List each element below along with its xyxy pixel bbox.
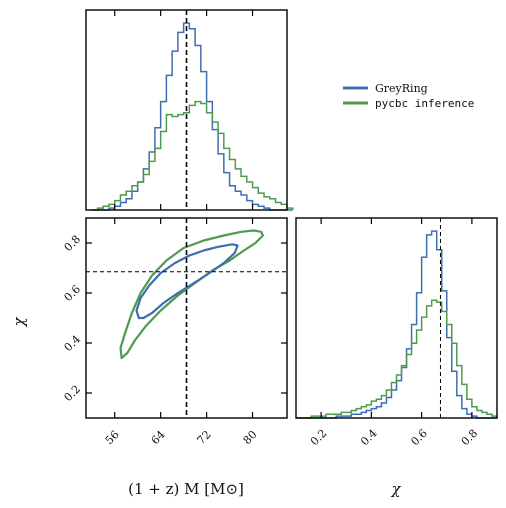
joint-x-tick-labels: 56 64 72 80 xyxy=(103,428,260,447)
chi-axis-label: χ xyxy=(390,480,401,498)
mass-histogram-series xyxy=(91,22,294,211)
mass-histogram-panel xyxy=(85,9,294,211)
mass-axis-label: (1 + z) M [M⊙] xyxy=(128,480,244,498)
joint-contour-panel: 56 64 72 80 0.2 0.4 0.6 0.8 xyxy=(62,217,288,447)
joint-y-tick-label: 0.8 xyxy=(62,233,84,255)
mass-histogram-ticks xyxy=(114,10,254,210)
chi-x-tick-label: 0.6 xyxy=(408,427,430,449)
joint-y-tick-label: 0.4 xyxy=(62,333,84,355)
joint-y-tick-label: 0.2 xyxy=(62,383,84,405)
joint-x-tick-label: 80 xyxy=(241,428,260,447)
chi-histogram-panel: 0.2 0.4 0.6 0.8 xyxy=(295,217,498,449)
joint-contour-greyring xyxy=(135,243,239,320)
mass-histogram-frame xyxy=(85,9,288,211)
joint-y-axis-label: χ xyxy=(10,317,28,328)
joint-contour-series xyxy=(119,229,264,360)
chi-x-tick-label: 0.2 xyxy=(308,427,330,449)
chi-histogram-series-greyring xyxy=(296,230,497,419)
chi-x-tick-label: 0.8 xyxy=(459,427,481,449)
joint-x-tick-label: 56 xyxy=(103,428,122,447)
legend-label-pycbc: pycbc inference xyxy=(375,97,474,110)
mass-histogram-series-pycbc xyxy=(91,100,294,211)
joint-x-tick-label: 72 xyxy=(195,428,214,447)
joint-y-tick-labels: 0.2 0.4 0.6 0.8 xyxy=(62,233,84,405)
joint-x-tick-label: 64 xyxy=(149,428,168,447)
chi-x-tick-label: 0.4 xyxy=(358,427,380,449)
joint-y-tick-label: 0.6 xyxy=(62,283,84,305)
chi-histogram-series xyxy=(296,230,498,419)
legend: GreyRing pycbc inference xyxy=(343,82,474,110)
legend-label-greyring: GreyRing xyxy=(375,82,428,95)
chi-histogram-ticks xyxy=(320,218,473,418)
chi-histogram-frame xyxy=(295,217,498,419)
joint-contour-ticks xyxy=(86,218,287,418)
chi-x-tick-labels: 0.2 0.4 0.6 0.8 xyxy=(308,427,480,449)
joint-contour-pycbc xyxy=(119,229,264,360)
joint-contour-frame xyxy=(85,217,288,419)
chi-histogram-series-pycbc xyxy=(296,299,498,419)
mass-histogram-series-greyring xyxy=(91,22,293,211)
